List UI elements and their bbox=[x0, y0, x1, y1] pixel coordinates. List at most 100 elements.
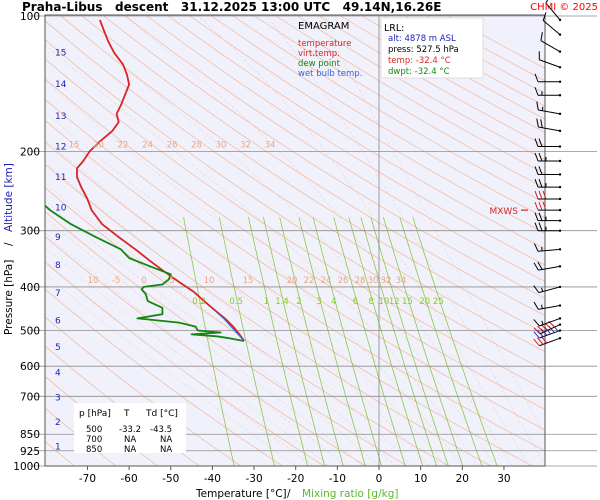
adiabat-label: 22 bbox=[118, 140, 129, 150]
adiabat-label: 15 bbox=[69, 140, 80, 150]
altitude-tick-label: 7 bbox=[55, 289, 61, 299]
mixing-ratio-label: 1.4 bbox=[275, 297, 289, 307]
table-cell: NA bbox=[124, 435, 136, 445]
wind-barb-flag bbox=[536, 118, 539, 128]
wind-barb-dot bbox=[558, 197, 562, 201]
wind-barb-dot bbox=[558, 159, 562, 163]
mixing-ratio-label: 6 bbox=[353, 297, 358, 307]
mixing-ratio-label: 10 bbox=[378, 297, 389, 307]
table-header-td: Td [°C] bbox=[145, 409, 178, 419]
lrl-box-bg bbox=[380, 17, 484, 79]
altitude-tick-label: 11 bbox=[55, 173, 66, 183]
moist-adiabat-line bbox=[45, 111, 446, 466]
wind-barb-flag bbox=[534, 73, 539, 82]
wind-barb-flag bbox=[537, 261, 543, 270]
wind-barb-dot bbox=[558, 185, 562, 189]
mixing-ratio-label: 4 bbox=[331, 297, 336, 307]
wind-barb-half-flag bbox=[541, 106, 544, 111]
series-line-wet-bulb-temp- bbox=[216, 311, 245, 342]
wind-barb-flag bbox=[538, 178, 543, 188]
mixing-ratio-label: 12 bbox=[389, 297, 400, 307]
pressure-tick-label: 1000 bbox=[13, 461, 40, 473]
wind-barb-dot bbox=[558, 94, 562, 97]
wind-barb-flag bbox=[542, 12, 547, 21]
pressure-tick-label: 400 bbox=[20, 282, 40, 294]
plot-frame bbox=[44, 14, 546, 467]
mixing-ratio-label: 25 bbox=[433, 297, 444, 307]
adiabat-label: 10 bbox=[204, 276, 215, 286]
table-cell: -43.5 bbox=[150, 425, 172, 435]
x-axis-title-mixing: Mixing ratio [g/kg] bbox=[302, 488, 398, 500]
wind-barb-flag bbox=[533, 338, 540, 347]
wind-barb-dot bbox=[558, 33, 562, 36]
data-table-bg bbox=[74, 403, 186, 453]
dry-adiabat-line bbox=[45, 20, 545, 353]
wind-barb-flag bbox=[540, 32, 543, 41]
wind-barb-dot bbox=[558, 208, 562, 212]
adiabat-label: 24 bbox=[142, 140, 153, 150]
wind-barb-dot bbox=[558, 285, 562, 289]
wind-barb-flag bbox=[540, 324, 548, 331]
altitude-tick-label: 10 bbox=[55, 203, 67, 213]
wind-barb-flag bbox=[537, 337, 544, 345]
wind-barb-flag bbox=[534, 222, 539, 231]
adiabat-label: 22 bbox=[304, 276, 315, 286]
wind-barbs bbox=[533, 0, 562, 347]
wind-barb-dot bbox=[558, 219, 562, 222]
adiabat-label: 26 bbox=[167, 140, 178, 150]
mixing-ratio-label: 1 bbox=[264, 297, 269, 307]
altitude-tick-label: 15 bbox=[55, 49, 66, 59]
wind-barb-flag bbox=[538, 138, 543, 147]
lrl-dwpt: dwpt: -32.4 °C bbox=[388, 67, 450, 77]
legend: EMAGRAM temperature virt.temp. dew point… bbox=[298, 21, 362, 79]
dry-adiabat-line bbox=[124, 15, 545, 282]
wind-barb-staff bbox=[540, 40, 561, 53]
table-cell: 700 bbox=[86, 435, 102, 445]
plot-area bbox=[45, 15, 545, 466]
wind-barb-dot bbox=[558, 129, 562, 133]
wind-barb-dot bbox=[558, 145, 562, 148]
y-axis-title-altitude: Altitude [km] bbox=[3, 163, 15, 232]
wind-barb-dot bbox=[558, 265, 562, 268]
x-tick-label: -40 bbox=[204, 473, 221, 485]
wind-barb-flag bbox=[536, 101, 539, 111]
wind-barb-staff bbox=[539, 59, 561, 68]
pressure-tick-label: 700 bbox=[20, 391, 40, 403]
altitude-tick-label: 3 bbox=[55, 394, 61, 404]
x-axis-title-sep: / bbox=[287, 488, 291, 500]
adiabat-label: 10 bbox=[88, 276, 99, 286]
wind-barb-flag bbox=[534, 201, 539, 211]
x-tick-label: -50 bbox=[162, 473, 179, 485]
wind-barb-dot bbox=[558, 229, 562, 232]
dry-adiabat-line bbox=[168, 15, 545, 250]
table-cell: 850 bbox=[86, 445, 102, 455]
wind-barb-staff bbox=[545, 2, 561, 21]
wind-barb-flag bbox=[533, 327, 541, 335]
altitude-tick-label: 5 bbox=[55, 343, 61, 353]
data-table: p [hPa] T Td [°C] 500 -33.2 -43.5 700 NA… bbox=[74, 403, 186, 455]
x-tick-label: 20 bbox=[456, 473, 469, 485]
mixing-ratio-label: 20 bbox=[419, 297, 430, 307]
mxws-label: MXWS bbox=[489, 207, 518, 217]
adiabat-label: 24 bbox=[321, 276, 332, 286]
wind-barb-dot bbox=[558, 50, 562, 53]
moist-adiabat-line bbox=[45, 161, 413, 466]
mixing-ratio-label: 3 bbox=[316, 297, 321, 307]
lrl-temp: temp: -32.4 °C bbox=[388, 56, 451, 66]
x-tick-label: 30 bbox=[497, 473, 510, 485]
wind-barb-flag bbox=[533, 285, 540, 293]
wind-barb-flag bbox=[533, 319, 540, 327]
pressure-tick-label: 300 bbox=[20, 226, 40, 238]
wind-barb-flag bbox=[537, 325, 545, 333]
adiabat-label: 34 bbox=[396, 276, 407, 286]
wind-barb-dot bbox=[558, 80, 562, 83]
dry-adiabat-line bbox=[189, 15, 545, 234]
wind-barb-dot bbox=[558, 173, 562, 176]
altitude-tick-label: 13 bbox=[55, 112, 66, 122]
x-tick-label: 0 bbox=[376, 473, 383, 485]
wind-barb-flag bbox=[540, 119, 543, 128]
pressure-tick-label: 850 bbox=[20, 429, 40, 441]
adiabat-label: 32 bbox=[381, 276, 392, 286]
x-tick-label: -60 bbox=[121, 473, 138, 485]
wind-barb-flag bbox=[533, 301, 539, 310]
